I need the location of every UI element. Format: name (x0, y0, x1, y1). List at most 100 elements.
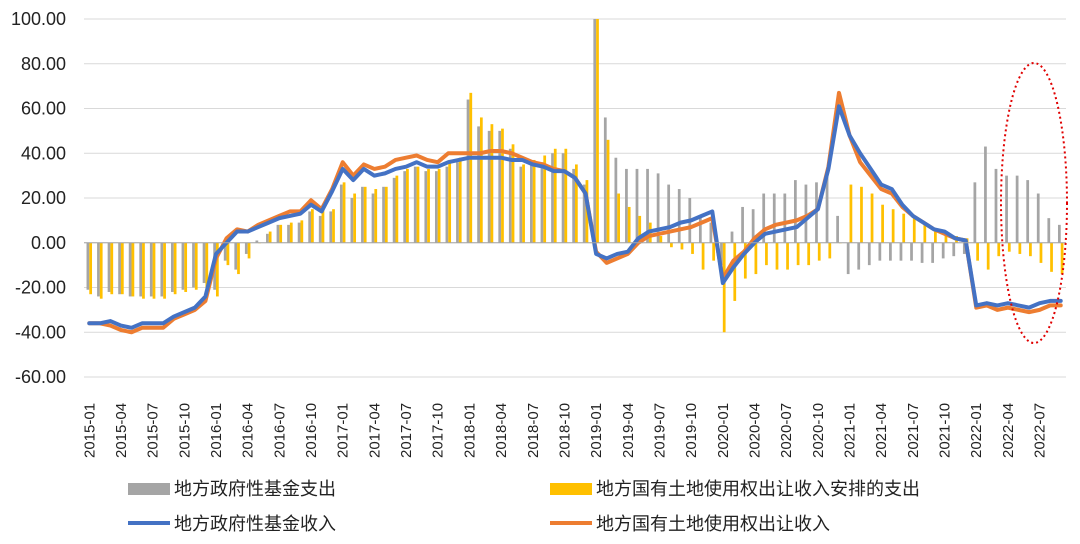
bar (804, 184, 808, 243)
bar (680, 242, 684, 250)
bar (543, 155, 547, 243)
bar (456, 162, 459, 243)
bar (997, 242, 1001, 257)
bar (1057, 224, 1061, 243)
bar (498, 130, 502, 243)
bar (300, 220, 304, 243)
bar (553, 148, 557, 243)
highlight-ellipse (1000, 62, 1068, 344)
legend-label-fund-revenue: 地方政府性基金收入 (174, 514, 336, 535)
bar (670, 242, 673, 248)
bar (817, 242, 821, 261)
bar (120, 242, 124, 295)
y-tick-label: 40.00 (21, 143, 66, 163)
bar (152, 242, 156, 299)
bar (226, 242, 230, 266)
bar (952, 242, 956, 257)
bar (701, 242, 705, 270)
x-tick-label: 2020-04 (747, 403, 764, 458)
bar (371, 193, 375, 243)
bar (712, 242, 716, 261)
legend: 地方政府性基金支出 地方国有土地使用权出让收入安排的支出 地方政府性基金收入 地… (128, 479, 920, 535)
legend-label-land-revenue: 地方国有土地使用权出让收入 (596, 514, 830, 535)
bar (575, 164, 578, 243)
x-tick-label: 2018-07 (525, 403, 542, 458)
legend-swatch-land-expenditure (550, 483, 592, 495)
bar (318, 215, 322, 243)
x-tick-label: 2016-01 (208, 403, 225, 458)
bar (131, 242, 135, 297)
bar (881, 204, 884, 243)
bar (413, 166, 417, 243)
bar (268, 231, 272, 243)
bar (427, 168, 430, 243)
x-tick-label: 2021-10 (937, 403, 954, 458)
bar (522, 164, 525, 243)
x-tick-label: 2015-01 (81, 403, 98, 458)
bar (836, 215, 839, 243)
bar (772, 193, 776, 243)
bar (934, 231, 937, 243)
bar (540, 162, 544, 243)
bar (466, 99, 470, 243)
bar (163, 242, 166, 299)
bar (796, 242, 800, 266)
bar (720, 242, 723, 266)
x-tick-label: 2015-04 (113, 403, 130, 458)
y-tick-label: -60.00 (15, 367, 66, 387)
bar (477, 126, 480, 243)
x-tick-label: 2022-07 (1032, 403, 1049, 458)
bar (184, 242, 188, 292)
bar (762, 193, 766, 243)
x-tick-label: 2017-04 (366, 403, 383, 458)
bar (350, 198, 354, 243)
bar (384, 186, 388, 243)
x-tick-label: 2022-04 (1000, 403, 1017, 458)
bar (1029, 242, 1032, 257)
bar (508, 148, 512, 243)
x-tick-label: 2017-07 (398, 403, 415, 458)
bar (247, 242, 251, 259)
legend-swatch-fund-expenditure (128, 483, 170, 495)
bar (941, 242, 945, 259)
x-tick-label: 2022-01 (968, 403, 985, 458)
bar (596, 19, 599, 243)
x-axis: 2015-01 2015-04 2015-07 2015-10 2016-01 2016-… (81, 242, 1066, 458)
y-tick-label: 80.00 (21, 54, 66, 74)
y-tick-label: 20.00 (21, 188, 66, 208)
line-series (87, 90, 1063, 335)
y-tick-label: -20.00 (15, 278, 66, 298)
bar (501, 128, 504, 243)
bar (973, 182, 977, 243)
bar (110, 242, 114, 295)
y-tick-label: 0.00 (31, 233, 66, 253)
bar (828, 242, 832, 259)
x-tick-label: 2021-04 (873, 403, 890, 458)
bar (99, 242, 103, 299)
y-tick-label: 60.00 (21, 99, 66, 119)
x-tick-label: 2017-01 (335, 403, 352, 458)
bar (593, 19, 597, 243)
bar (202, 242, 206, 284)
bar (234, 242, 238, 270)
x-tick-label: 2016-10 (303, 403, 320, 458)
bar (825, 175, 829, 243)
x-tick-label: 2015-10 (176, 403, 193, 458)
bar (867, 242, 871, 266)
bar (511, 144, 515, 243)
bar (659, 236, 663, 243)
bar (912, 215, 916, 243)
bar (329, 211, 333, 243)
bar (287, 224, 290, 243)
bar (382, 186, 385, 243)
bar (635, 168, 639, 243)
bar (902, 213, 906, 243)
bar (353, 193, 357, 243)
bar (625, 168, 628, 243)
bar (551, 153, 554, 243)
x-tick-label: 2020-07 (778, 403, 795, 458)
bar (646, 168, 649, 243)
x-tick-label: 2018-10 (556, 403, 573, 458)
bar (743, 242, 747, 279)
